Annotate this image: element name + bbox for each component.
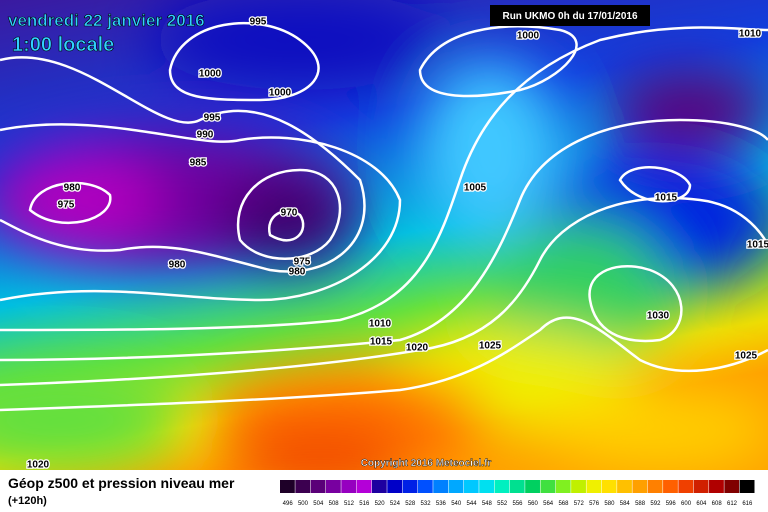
scale-label: 528 (405, 501, 416, 507)
scale-swatch (479, 480, 495, 493)
scale-swatch (617, 480, 632, 493)
isobar-label: 1000 (269, 88, 292, 99)
run-box (490, 5, 650, 26)
scale-label: 520 (375, 501, 386, 507)
scale-swatch (463, 480, 479, 493)
isobar-label: 1000 (199, 69, 222, 80)
scale-label: 588 (635, 501, 646, 507)
scale-label: 572 (574, 501, 585, 507)
scale-label: 616 (742, 501, 753, 507)
scale-swatch (586, 480, 602, 493)
scale-swatch (295, 480, 311, 493)
isobar-label: 1010 (369, 319, 392, 330)
scale-swatch (693, 480, 709, 493)
isobar-label: 1025 (735, 351, 758, 362)
scale-swatch (371, 480, 387, 493)
scale-label: 600 (681, 501, 692, 507)
isobar-label: 1020 (27, 460, 50, 471)
scale-swatch (525, 480, 540, 493)
scale-label: 608 (712, 501, 723, 507)
scale-label: 604 (696, 501, 707, 507)
isobar-label: 995 (204, 113, 221, 124)
date: vendredi 22 janvier 2016 (8, 11, 205, 30)
scale-swatch (509, 480, 525, 493)
isobar-label: 1015 (747, 240, 768, 251)
scale-label: 548 (482, 501, 493, 507)
color-scale: 496 500 504 508 512 516 520 524 528 532 536 540 544 5… (280, 480, 755, 507)
scale-label: 512 (344, 501, 355, 507)
scale-swatch (341, 480, 357, 493)
time: 1:00 locale (12, 34, 114, 56)
scale-label: 496 (283, 501, 294, 507)
scale-swatch (663, 480, 678, 493)
scale-swatch (325, 480, 341, 493)
scale-label: 540 (451, 501, 462, 507)
scale-swatch (724, 480, 740, 493)
scale-swatch (494, 480, 510, 493)
scale-swatch (709, 480, 724, 493)
scale-label: 524 (390, 501, 401, 507)
scale-swatch (356, 480, 372, 493)
scale-label: 556 (512, 501, 523, 507)
scale-swatch (739, 480, 755, 493)
isobar-label: 995 (250, 17, 267, 28)
scale-swatch (402, 480, 418, 493)
scale-label: 516 (359, 501, 370, 507)
scale-swatch (678, 480, 694, 493)
footer-lead: (+120h) (8, 495, 47, 507)
scale-label: 560 (528, 501, 539, 507)
isobar-label: 980 (289, 267, 306, 278)
isobar-label: 975 (58, 200, 75, 211)
scale-label: 532 (421, 501, 432, 507)
isobar-label: 1000 (517, 31, 540, 42)
scale-label: 612 (727, 501, 738, 507)
isobar-label: 1020 (406, 343, 429, 354)
scale-swatch (433, 480, 449, 493)
isobar-label: 1025 (479, 341, 502, 352)
scale-swatch (647, 480, 663, 493)
scale-label: 508 (329, 501, 340, 507)
isobar-label: 980 (169, 260, 186, 271)
isobar-label: 1030 (647, 311, 670, 322)
scale-swatch (417, 480, 433, 493)
run-info: Run UKMO 0h du 17/01/2016 (502, 11, 637, 22)
scale-swatch (540, 480, 556, 493)
scale-swatch (310, 480, 326, 493)
isobar-label: 985 (190, 158, 207, 169)
scale-label: 576 (589, 501, 600, 507)
scale-label: 596 (666, 501, 677, 507)
isobar-label: 1015 (370, 337, 393, 348)
scale-label: 536 (436, 501, 447, 507)
isobar-label: 975 (294, 257, 311, 268)
scale-label: 580 (604, 501, 615, 507)
scale-label: 500 (298, 501, 309, 507)
isobar-label: 1005 (464, 183, 487, 194)
field (0, 0, 768, 470)
scale-swatch (601, 480, 617, 493)
isobar-labels: 9951000100099599098598097597097598098010… (26, 15, 768, 472)
scale-label: 552 (497, 501, 508, 507)
scale-swatch (280, 480, 295, 493)
isobar-label: 1015 (655, 193, 678, 204)
isobar-label: 980 (64, 183, 81, 194)
copyright: Copyright 2016 Meteociel.fr (361, 458, 492, 469)
scale-swatch (448, 480, 464, 493)
scale-label: 568 (558, 501, 569, 507)
scale-label: 504 (313, 501, 324, 507)
isobar-label: 990 (197, 130, 214, 141)
scale-label: 544 (467, 501, 478, 507)
scale-label: 564 (543, 501, 554, 507)
scale-swatch (571, 480, 586, 493)
scale-swatch (387, 480, 403, 493)
scale-swatch (632, 480, 648, 493)
scale-swatch (555, 480, 571, 493)
footer-title: Géop z500 et pression niveau mer (8, 475, 235, 491)
scale-label: 584 (620, 501, 631, 507)
isobar-label: 1010 (739, 29, 762, 40)
scale-label: 592 (650, 501, 661, 507)
isobar-label: 970 (281, 208, 298, 219)
